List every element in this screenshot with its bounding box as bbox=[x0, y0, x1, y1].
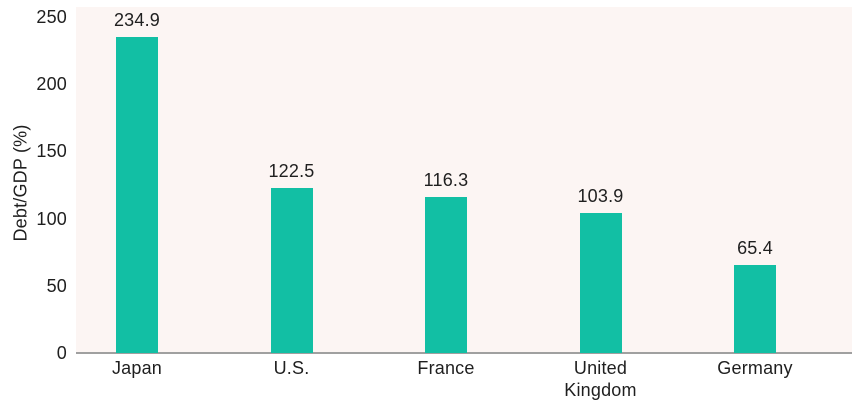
value-label-japan: 234.9 bbox=[113, 10, 161, 31]
value-label-u-s: 122.5 bbox=[268, 161, 315, 182]
y-tick-label-150: 150 bbox=[36, 141, 67, 162]
value-label-france: 116.3 bbox=[423, 169, 469, 190]
category-label-france: France bbox=[417, 358, 475, 378]
y-tick-label-200: 200 bbox=[36, 74, 67, 94]
y-tick-label-50: 50 bbox=[46, 275, 67, 296]
y-tick-label-0: 0 bbox=[56, 343, 67, 363]
bar-united-kingdom bbox=[579, 213, 622, 353]
bar-japan bbox=[116, 37, 158, 353]
value-label-united-kingdom: 103.9 bbox=[577, 186, 624, 207]
bar-u-s bbox=[270, 188, 313, 353]
category-label-u-s: U.S. bbox=[273, 358, 310, 378]
bar-france bbox=[425, 196, 467, 353]
category-label-germany: Germany bbox=[717, 358, 793, 378]
plot-area: 234.9 122.5 116.3 103.9 65.4 bbox=[76, 7, 852, 354]
bar-germany bbox=[734, 265, 776, 353]
y-tick-label-100: 100 bbox=[36, 208, 67, 229]
category-label-united-kingdom: United Kingdom bbox=[564, 358, 637, 400]
y-axis-ticks: 0 50 100 150 200 250 bbox=[0, 0, 67, 406]
x-axis-line bbox=[76, 352, 852, 354]
value-label-germany: 65.4 bbox=[737, 238, 773, 259]
y-tick-label-250: 250 bbox=[36, 6, 67, 27]
category-label-japan: Japan bbox=[111, 358, 163, 378]
